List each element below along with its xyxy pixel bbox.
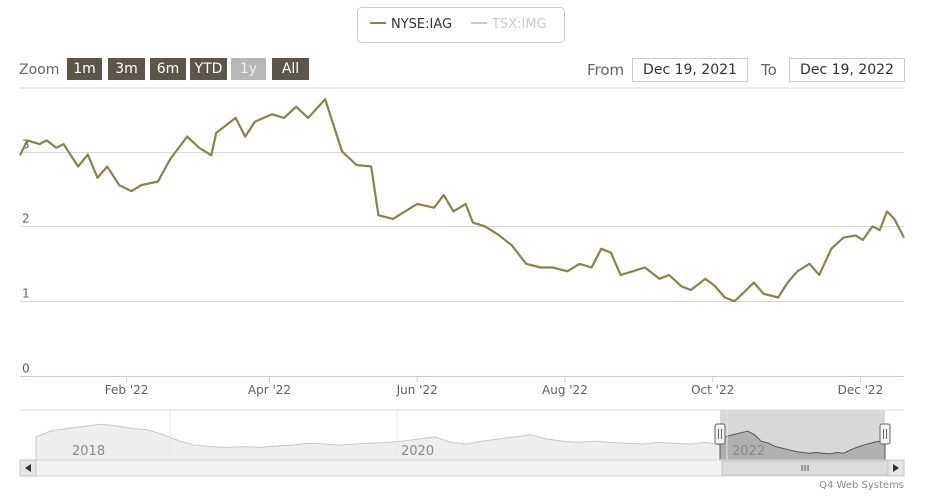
zoom-button-1y: 1y bbox=[231, 58, 266, 80]
y-tick-label: 3 bbox=[22, 138, 30, 152]
legend-item-nyse-iag[interactable]: NYSE:IAG bbox=[370, 17, 452, 32]
zoom-button-all[interactable]: All bbox=[272, 58, 309, 80]
legend-swatch-nyse-iag bbox=[370, 21, 386, 24]
chart-legend: NYSE:IAG TSX:IMG bbox=[357, 7, 565, 43]
range-to-input[interactable]: Dec 19, 2022 bbox=[789, 58, 905, 82]
x-tick-label: Jun '22 bbox=[396, 383, 438, 397]
range-from-label: From bbox=[587, 61, 625, 79]
x-axis-tick-labels: Feb '22 Apr '22 Jun '22 Aug '22 Oct '22 Dec '… bbox=[105, 376, 883, 397]
navigator-year-label: 2020 bbox=[401, 444, 434, 459]
navigator-window-area bbox=[719, 430, 886, 461]
navigator-area bbox=[35, 423, 723, 461]
legend-item-tsx-img[interactable]: TSX:IMG bbox=[471, 17, 547, 32]
navigator[interactable]: 2018 2020 2022 bbox=[19, 409, 905, 477]
navigator-year-label: 2022 bbox=[732, 444, 765, 459]
scrollbar-track[interactable] bbox=[19, 459, 905, 477]
zoom-button-ytd[interactable]: YTD bbox=[190, 58, 227, 80]
y-tick-label: 2 bbox=[22, 212, 30, 226]
scroll-left-arrow-icon bbox=[25, 464, 31, 472]
navigator-year-label: 2018 bbox=[72, 444, 105, 459]
x-tick-label: Feb '22 bbox=[105, 383, 149, 397]
scroll-right-arrow-icon bbox=[893, 464, 899, 472]
y-tick-label: 1 bbox=[22, 287, 30, 301]
zoom-button-3m[interactable]: 3m bbox=[108, 58, 145, 80]
y-axis-tick-labels: 0 1 2 3 bbox=[22, 138, 30, 376]
y-tick-label: 0 bbox=[22, 362, 30, 376]
navigator-selected-window[interactable] bbox=[720, 410, 885, 460]
legend-label-nyse-iag: NYSE:IAG bbox=[391, 17, 453, 32]
grid-lines bbox=[20, 87, 904, 377]
scrollbar-right-button[interactable] bbox=[887, 459, 905, 477]
chart-credit: Q4 Web Systems bbox=[819, 480, 904, 491]
x-tick-label: Oct '22 bbox=[691, 383, 734, 397]
x-tick-label: Aug '22 bbox=[542, 383, 588, 397]
scrollbar-thumb[interactable] bbox=[721, 460, 889, 476]
zoom-button-1m[interactable]: 1m bbox=[67, 58, 102, 80]
x-tick-label: Apr '22 bbox=[248, 383, 291, 397]
navigator-left-handle[interactable] bbox=[714, 423, 726, 445]
legend-swatch-tsx-img bbox=[471, 21, 487, 24]
zoom-button-6m[interactable]: 6m bbox=[150, 58, 186, 80]
scrollbar-left-button[interactable] bbox=[19, 459, 37, 477]
legend-label-tsx-img: TSX:IMG bbox=[492, 17, 547, 32]
range-to-label: To bbox=[761, 61, 777, 79]
series-line-nyse-iag bbox=[19, 98, 905, 303]
navigator-right-handle[interactable] bbox=[879, 423, 891, 445]
zoom-label: Zoom bbox=[19, 62, 60, 78]
range-from-input[interactable]: Dec 19, 2021 bbox=[632, 58, 748, 82]
x-tick-label: Dec '22 bbox=[838, 383, 884, 397]
